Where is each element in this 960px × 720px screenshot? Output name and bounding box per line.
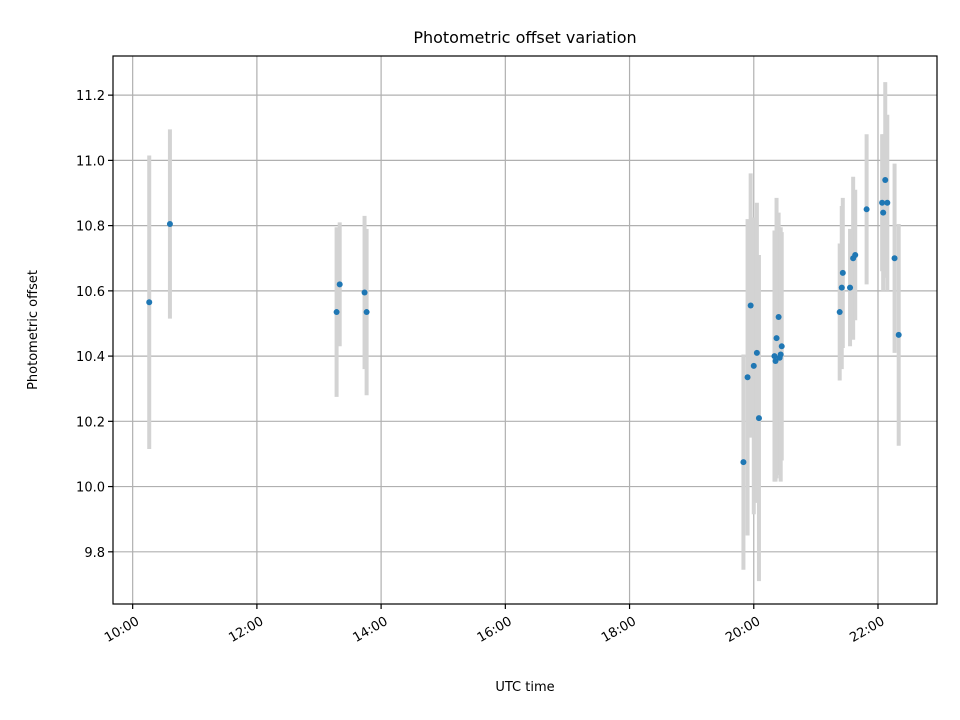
data-point (771, 353, 778, 360)
data-point (884, 199, 891, 206)
x-axis-ticks: 10:00 12:00 14:00 16:00 18:00 20:00 22:00 (102, 604, 887, 646)
data-point (863, 206, 870, 213)
x-tick-label: 16:00 (475, 614, 515, 646)
data-point (838, 284, 845, 291)
x-tick-label: 20:00 (723, 614, 763, 646)
y-axis-label: Photometric offset (26, 270, 41, 390)
data-point (778, 343, 785, 350)
data-point (744, 374, 751, 381)
y-tick-label: 10.0 (76, 481, 105, 496)
x-tick-label: 10:00 (102, 614, 142, 646)
data-point (891, 255, 898, 262)
error-bars (147, 82, 901, 582)
data-point (836, 309, 843, 316)
y-tick-label: 11.2 (76, 89, 105, 104)
x-tick-label: 12:00 (226, 614, 266, 646)
data-point (775, 313, 782, 320)
plot-frame (112, 55, 938, 605)
data-point (839, 269, 846, 276)
data-point (146, 299, 153, 306)
y-tick-label: 10.8 (76, 220, 105, 235)
data-point (847, 284, 854, 291)
data-point (772, 357, 779, 364)
data-point (753, 349, 760, 356)
data-point (879, 199, 886, 206)
y-tick-label: 9.8 (84, 546, 105, 561)
data-point (333, 309, 340, 316)
data-point (777, 351, 784, 358)
x-tick-label: 14:00 (351, 614, 391, 646)
y-tick-label: 10.4 (76, 350, 105, 365)
y-tick-label: 10.6 (76, 285, 105, 300)
data-point (166, 220, 173, 227)
x-tick-label: 18:00 (599, 614, 639, 646)
grid (113, 56, 937, 604)
y-tick-label: 10.2 (76, 415, 105, 430)
data-point (882, 176, 889, 183)
data-point (361, 289, 368, 296)
data-point (773, 335, 780, 342)
chart-title: Photometric offset variation (413, 28, 636, 47)
y-tick-label: 11.0 (76, 154, 105, 169)
data-point (880, 209, 887, 216)
x-tick-label: 22:00 (847, 614, 887, 646)
data-point (895, 331, 902, 338)
data-point (755, 415, 762, 422)
data-point (740, 459, 747, 466)
y-axis-ticks: 9.8 10.0 10.2 10.4 10.6 10.8 11.0 11.2 (76, 89, 113, 561)
data-point (336, 281, 343, 288)
data-point (363, 309, 370, 316)
x-axis-label: UTC time (495, 680, 554, 695)
data-point (750, 362, 757, 369)
data-point (852, 251, 859, 258)
data-point (747, 302, 754, 309)
data-points (146, 176, 902, 466)
